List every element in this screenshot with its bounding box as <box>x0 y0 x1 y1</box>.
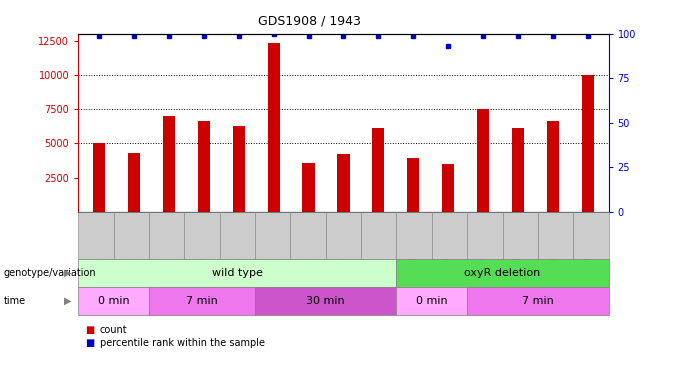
Bar <box>233 126 245 212</box>
Text: 0 min: 0 min <box>416 296 447 306</box>
Text: oxyR deletion: oxyR deletion <box>464 268 541 278</box>
Text: 0 min: 0 min <box>98 296 129 306</box>
Text: wild type: wild type <box>212 268 262 278</box>
Text: percentile rank within the sample: percentile rank within the sample <box>100 338 265 348</box>
Text: ▶: ▶ <box>64 268 71 278</box>
Bar <box>477 109 489 212</box>
Text: ▶: ▶ <box>64 296 71 306</box>
Text: 30 min: 30 min <box>307 296 345 306</box>
Bar <box>442 164 454 212</box>
Bar <box>512 128 524 212</box>
Text: count: count <box>100 325 128 335</box>
Bar <box>128 153 140 212</box>
Bar <box>337 154 350 212</box>
Bar <box>93 143 105 212</box>
Text: ■: ■ <box>85 325 95 335</box>
Bar <box>163 116 175 212</box>
Bar <box>198 122 210 212</box>
Bar <box>407 158 420 212</box>
Bar <box>303 162 315 212</box>
Text: 7 min: 7 min <box>522 296 554 306</box>
Text: genotype/variation: genotype/variation <box>3 268 96 278</box>
Text: time: time <box>3 296 26 306</box>
Bar <box>547 122 559 212</box>
Bar <box>581 75 594 212</box>
Bar <box>267 44 279 212</box>
Text: GDS1908 / 1943: GDS1908 / 1943 <box>258 15 361 28</box>
Text: ■: ■ <box>85 338 95 348</box>
Bar <box>372 128 384 212</box>
Text: 7 min: 7 min <box>186 296 218 306</box>
